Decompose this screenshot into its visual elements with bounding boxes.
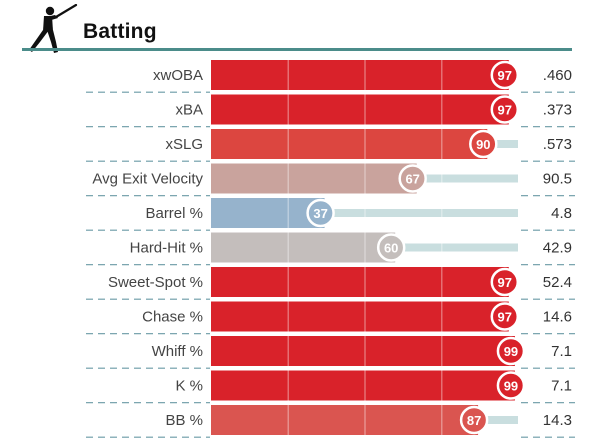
stat-value: .460 [543, 67, 572, 84]
category-label: xSLG [165, 136, 203, 153]
percentile-label: 37 [313, 206, 327, 221]
category-label: K % [175, 378, 203, 395]
percentile-label: 97 [498, 103, 512, 118]
percentile-circle [398, 164, 427, 193]
percentile-bar [211, 232, 396, 263]
stat-value: 7.1 [551, 343, 572, 360]
percentile-bar [211, 267, 509, 297]
percentile-circle [306, 198, 335, 228]
category-label: BB % [165, 412, 203, 429]
percentile-bar [211, 336, 515, 366]
percentile-track [211, 209, 518, 217]
percentile-label: 60 [384, 241, 398, 256]
percentile-circle [490, 267, 520, 297]
percentile-bar [211, 129, 488, 159]
percentile-circle [496, 371, 526, 400]
percentile-label: 90 [476, 137, 490, 152]
category-label: Barrel % [145, 205, 203, 222]
stat-value: 4.8 [551, 205, 572, 222]
percentile-bar [211, 370, 515, 401]
page-title: Batting [83, 20, 157, 43]
stat-value: 14.6 [543, 309, 572, 326]
category-label: Hard-Hit % [130, 240, 203, 257]
percentile-label: 67 [405, 172, 419, 187]
stat-value: 14.3 [543, 412, 572, 429]
category-label: Sweet-Spot % [108, 274, 203, 291]
stat-value: 42.9 [543, 240, 572, 257]
batter-silhouette-icon [29, 4, 78, 53]
percentile-label: 99 [504, 379, 518, 394]
stat-value: .573 [543, 136, 572, 153]
percentile-bar [211, 94, 509, 125]
percentile-circle [459, 405, 489, 435]
percentile-label: 87 [467, 413, 481, 428]
stat-value: .373 [543, 102, 572, 119]
percentile-circle [376, 233, 406, 262]
percentile-circle [496, 336, 526, 366]
percentile-label: 97 [498, 275, 512, 290]
percentile-bar [211, 163, 417, 194]
category-label: xwOBA [153, 67, 203, 84]
category-label: xBA [175, 102, 203, 119]
percentile-circle [490, 95, 520, 124]
percentile-bar [211, 60, 509, 90]
category-label: Chase % [142, 309, 203, 326]
percentile-circle [490, 302, 520, 331]
percentile-label: 99 [504, 344, 518, 359]
category-label: Whiff % [152, 343, 203, 360]
header: Batting [0, 0, 593, 53]
header-rule [22, 48, 572, 51]
stat-value: 52.4 [543, 274, 572, 291]
percentile-label: 97 [498, 310, 512, 325]
percentile-label: 97 [498, 68, 512, 83]
stat-value: 7.1 [551, 378, 572, 395]
percentile-bar [211, 405, 479, 435]
stat-value: 90.5 [543, 171, 572, 188]
percentile-bar [211, 198, 325, 228]
percentile-bar [211, 301, 509, 332]
percentile-circle [490, 60, 520, 90]
percentile-circle [469, 129, 498, 159]
category-label: Avg Exit Velocity [92, 171, 203, 188]
